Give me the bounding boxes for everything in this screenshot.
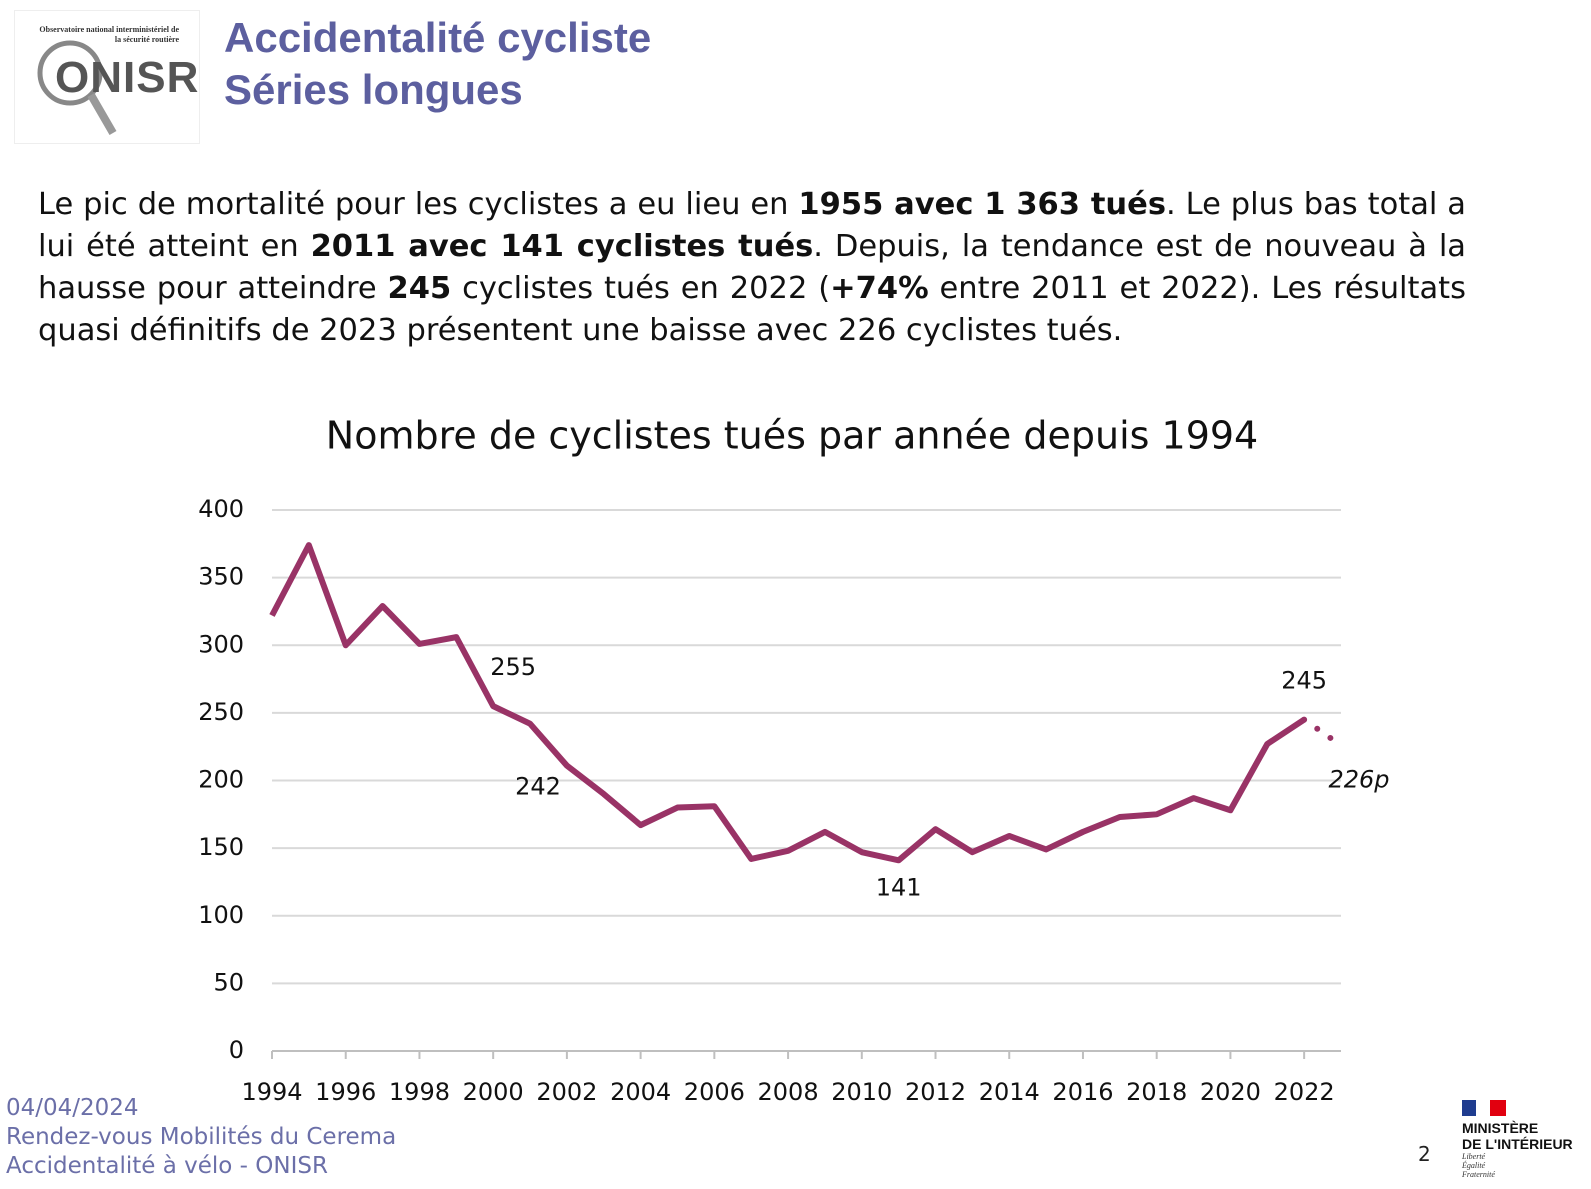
x-tick-label: 1998 xyxy=(389,1078,450,1106)
title-line: Accidentalité cycliste xyxy=(224,14,652,61)
x-tick-label: 2022 xyxy=(1274,1078,1335,1106)
ministry-name: MINISTÈRE xyxy=(1462,1120,1539,1136)
x-tick-label: 2016 xyxy=(1052,1078,1113,1106)
text: cyclistes tués en 2022 ( xyxy=(451,271,831,306)
footer: 04/04/2024 Rendez-vous Mobilités du Cere… xyxy=(6,1094,396,1181)
ministry-name: DE L'INTÉRIEUR xyxy=(1462,1136,1573,1152)
data-label: 226p xyxy=(1328,765,1389,793)
x-tick-label: 2018 xyxy=(1126,1078,1187,1106)
x-tick-label: 1994 xyxy=(241,1078,302,1106)
x-tick-label: 2002 xyxy=(536,1078,597,1106)
y-tick-label: 400 xyxy=(198,495,244,523)
flag xyxy=(1462,1100,1506,1116)
footer-line: Rendez-vous Mobilités du Cerema xyxy=(6,1124,397,1150)
text: entre 2011 et 2022). Les résultats quasi… xyxy=(38,271,1467,348)
logo-text: ONISR xyxy=(55,53,200,102)
logo: Observatoire national interministériel d… xyxy=(14,10,200,144)
ministry-logo: MINISTÈRE DE L'INTÉRIEUR Liberté Égalité… xyxy=(1462,1100,1590,1179)
x-tick-label: 2020 xyxy=(1200,1078,1261,1106)
x-tick-label: 2000 xyxy=(463,1078,524,1106)
y-tick-label: 250 xyxy=(198,698,244,726)
bold-text: +74% xyxy=(830,271,929,306)
data-label: 242 xyxy=(515,773,561,801)
text: Le pic de mortalité pour les cyclistes a… xyxy=(38,187,799,222)
y-tick-label: 0 xyxy=(229,1036,244,1064)
bold-text: 2011 avec 141 cyclistes tués xyxy=(310,229,814,264)
x-tick-label: 2006 xyxy=(684,1078,745,1106)
logo-icon xyxy=(37,40,117,136)
provisional-line xyxy=(1301,716,1344,749)
page-number: 2 xyxy=(1418,1142,1431,1166)
logo-caption: Observatoire national interministériel d… xyxy=(39,25,179,44)
paragraph: Le pic de mortalité pour les cyclistes a… xyxy=(38,184,1466,352)
title-line: Séries longues xyxy=(224,66,523,113)
text: . Depuis, la tendance est de nouveau à l… xyxy=(38,229,1466,306)
motto: Fraternité xyxy=(1462,1170,1495,1179)
y-tick-label: 350 xyxy=(198,563,244,591)
y-tick-label: 100 xyxy=(198,901,244,929)
bold-text: 1955 avec 1 363 tués xyxy=(798,187,1166,222)
slide-title: Accidentalité cycliste Séries longues xyxy=(224,12,651,116)
bold-text: 245 xyxy=(387,271,452,306)
x-tick-label: 2012 xyxy=(905,1078,966,1106)
x-tick-label: 2014 xyxy=(979,1078,1040,1106)
chart-title: Nombre de cyclistes tués par année depui… xyxy=(326,414,1258,458)
x-tick-label: 1996 xyxy=(315,1078,376,1106)
y-tick-label: 300 xyxy=(198,630,244,658)
x-tick-label: 2004 xyxy=(610,1078,671,1106)
text: . Le plus bas total a lui été atteint en xyxy=(38,187,1466,264)
data-label: 245 xyxy=(1281,667,1327,695)
motto: Égalité xyxy=(1462,1161,1486,1170)
data-line xyxy=(269,542,1306,864)
data-label: 255 xyxy=(490,653,536,681)
x-tick-label: 2010 xyxy=(831,1078,892,1106)
y-tick-label: 200 xyxy=(198,766,244,794)
y-tick-label: 150 xyxy=(198,833,244,861)
x-tick-label: 2008 xyxy=(758,1078,819,1106)
motto: Liberté xyxy=(1462,1152,1486,1161)
data-label: 141 xyxy=(876,873,922,901)
footer-line: Accidentalité à vélo - ONISR xyxy=(6,1153,328,1179)
footer-line: 04/04/2024 xyxy=(6,1095,139,1121)
y-tick-label: 50 xyxy=(213,968,244,996)
